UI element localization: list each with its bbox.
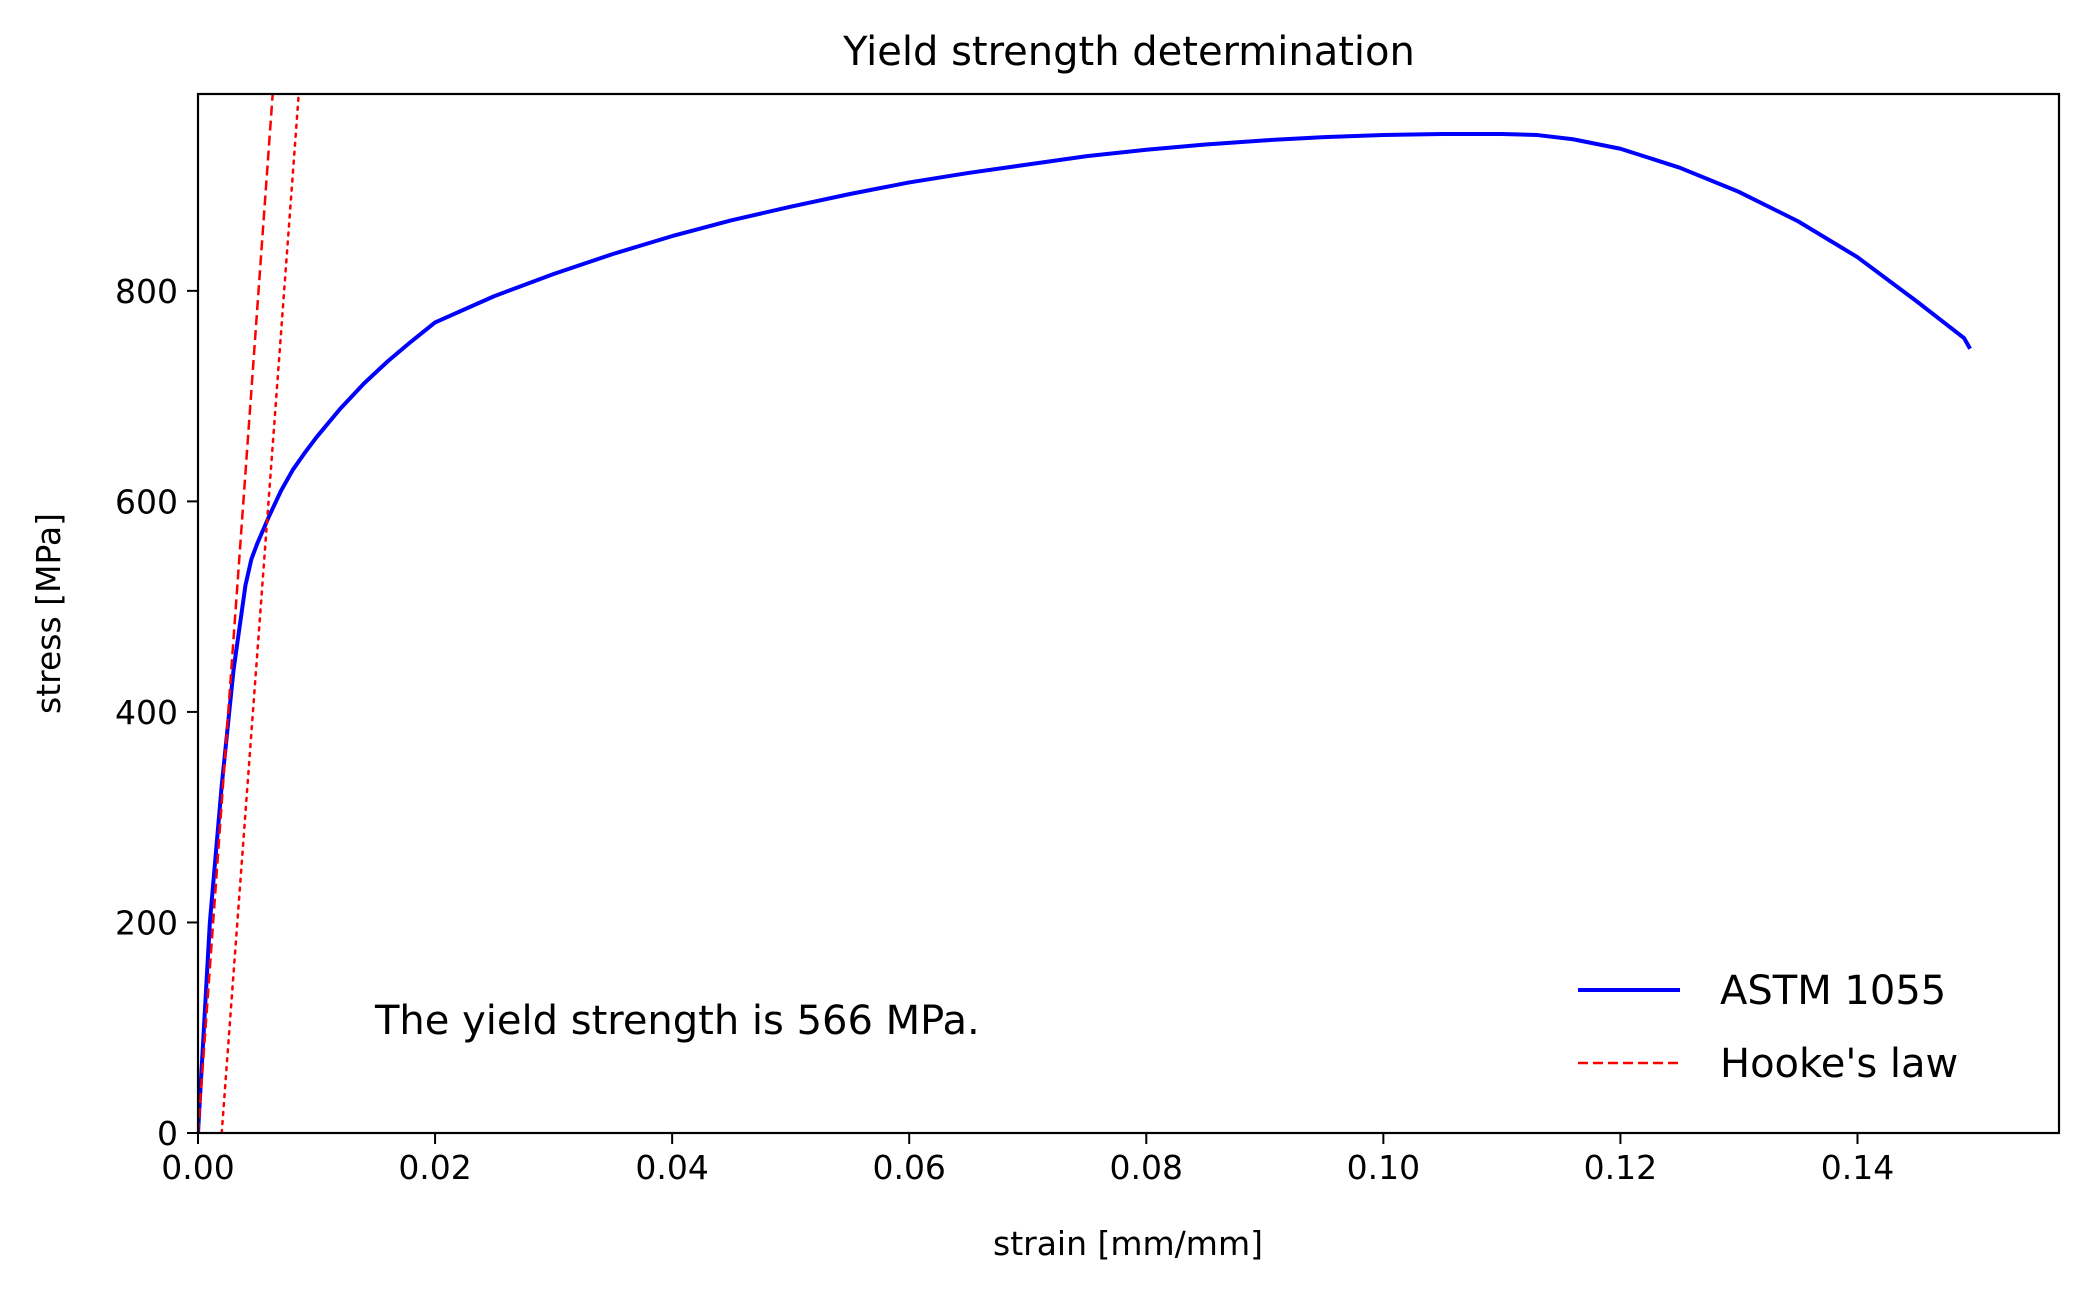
legend-label-hookes-law: Hooke's law xyxy=(1720,1041,1958,1087)
series-astm-1055-curve xyxy=(198,132,1972,1133)
y-tick-label: 0 xyxy=(157,1114,178,1153)
series-hookes-law-line xyxy=(198,94,274,1133)
series-offset-line xyxy=(220,94,300,1133)
yield-strength-annotation: The yield strength is 566 MPa. xyxy=(374,998,980,1044)
x-tick-label: 0.04 xyxy=(635,1148,708,1187)
y-tick-label: 400 xyxy=(115,693,178,732)
y-axis-ticks: 0 200 400 600 800 xyxy=(115,272,198,1153)
x-axis-label: strain [mm/mm] xyxy=(993,1224,1263,1263)
x-tick-label: 0.12 xyxy=(1584,1148,1657,1187)
series-layer xyxy=(198,94,1972,1133)
plot-frame xyxy=(196,92,2061,1135)
y-tick-label: 200 xyxy=(115,903,178,942)
y-tick-label: 800 xyxy=(115,272,178,311)
x-axis-ticks: 0.00 0.02 0.04 0.06 0.08 0.10 0.12 0.14 xyxy=(161,1133,1894,1187)
x-tick-label: 0.10 xyxy=(1347,1148,1420,1187)
x-tick-label: 0.06 xyxy=(872,1148,945,1187)
x-tick-label: 0.02 xyxy=(398,1148,471,1187)
y-tick-label: 600 xyxy=(115,482,178,521)
x-tick-label: 0.14 xyxy=(1821,1148,1894,1187)
legend-label-astm-1055: ASTM 1055 xyxy=(1720,968,1946,1014)
x-tick-label: 0.00 xyxy=(161,1148,234,1187)
chart-title: Yield strength determination xyxy=(842,29,1415,75)
legend: ASTM 1055 Hooke's law xyxy=(1578,968,1958,1087)
x-tick-label: 0.08 xyxy=(1110,1148,1183,1187)
y-axis-label: stress [MPa] xyxy=(29,513,68,714)
